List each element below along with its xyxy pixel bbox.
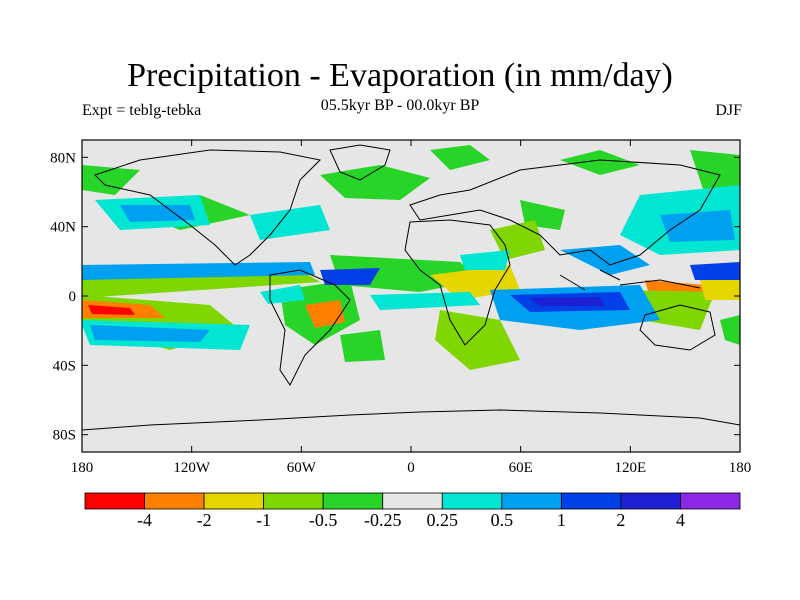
- colorbar-swatch: [203, 492, 265, 510]
- x-tick-label: 60W: [287, 460, 317, 476]
- colorbar-swatch: [441, 492, 503, 510]
- x-tick-label: 180: [729, 460, 752, 476]
- y-tick-label: 80S: [53, 428, 76, 444]
- y-tick-label: 0: [69, 289, 77, 305]
- colorbar-label: -4: [137, 510, 153, 530]
- y-tick-label: 40S: [53, 358, 76, 374]
- colorbar-swatch: [560, 492, 622, 510]
- colorbar-label: 2: [616, 510, 626, 530]
- colorbar-swatch: [620, 492, 681, 510]
- y-tick-label: 40N: [50, 220, 76, 236]
- x-tick-label: 120W: [173, 460, 211, 476]
- colorbar-swatch: [322, 492, 384, 510]
- colorbar-swatch: [501, 492, 562, 510]
- colorbar-swatch: [84, 492, 145, 510]
- colorbar-label: -1: [256, 510, 272, 530]
- experiment-label: Expt = teblg-tebka: [82, 102, 202, 119]
- colorbar-label: 1: [556, 510, 566, 530]
- colorbar-swatch: [680, 492, 741, 510]
- x-tick-label: 0: [407, 460, 415, 476]
- y-tick-label: 80N: [50, 150, 76, 166]
- colorbar-label: 4: [675, 510, 685, 530]
- colorbar-swatch: [144, 492, 205, 510]
- coastlines: [82, 144, 740, 431]
- colorbar-label: -2: [196, 510, 212, 530]
- colorbar-label: 0.5: [490, 510, 514, 530]
- anomaly-field: [82, 145, 740, 370]
- axis-ticks: 180 120W 60W 0 60E 120E 180 80N 40N 0 40S 80S: [50, 140, 751, 476]
- colorbar: [84, 492, 741, 510]
- colorbar-label: 0.25: [426, 510, 459, 530]
- period-label: 05.5kyr BP - 00.0kyr BP: [320, 97, 480, 114]
- colorbar-label: -0.5: [308, 510, 338, 530]
- x-tick-label: 180: [71, 460, 94, 476]
- x-tick-label: 120E: [614, 460, 646, 476]
- colorbar-swatch: [382, 492, 443, 510]
- colorbar-label: -0.25: [363, 510, 402, 530]
- colorbar-swatch: [263, 492, 324, 510]
- plot-title: Precipitation - Evaporation (in mm/day): [127, 57, 673, 94]
- season-label: DJF: [715, 102, 742, 119]
- x-tick-label: 60E: [509, 460, 533, 476]
